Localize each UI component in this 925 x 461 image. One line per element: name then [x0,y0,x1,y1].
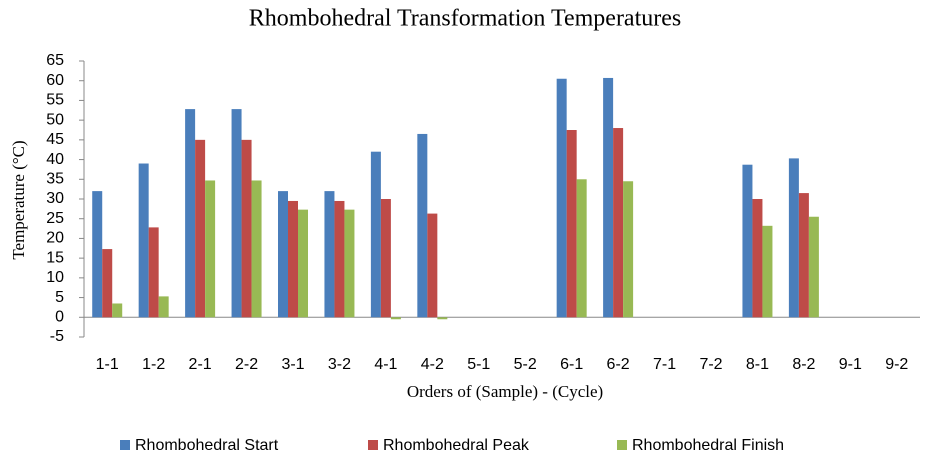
y-tick-label: 15 [46,249,64,266]
y-tick-label: 50 [46,111,64,128]
bar [566,130,577,318]
bar [288,200,298,318]
bar [102,249,113,318]
bar [390,317,401,320]
legend-swatch [120,440,130,450]
bar [603,77,614,318]
y-tick-label: 40 [46,151,64,168]
y-tick-label: 25 [46,210,64,227]
x-tick-label: 9-2 [885,356,908,373]
bar [370,151,381,318]
y-tick-label: 60 [46,72,64,89]
bar [148,227,159,318]
bar [762,225,773,318]
x-tick-label: 9-1 [839,356,862,373]
legend-label: Rhombohedral Start [135,437,279,454]
x-tick-label: 3-2 [328,356,351,373]
bar [808,216,819,318]
y-tick-label: 45 [46,131,64,148]
x-tick-label: 2-1 [189,356,212,373]
legend-swatch [368,440,378,450]
bar [251,180,262,318]
bar [278,191,288,318]
bar [185,109,196,318]
x-tick-label: 7-2 [699,356,722,373]
bar [138,163,149,318]
bar [427,213,438,318]
y-axis-title: Temperature (°C) [9,140,28,259]
bar [231,109,242,318]
x-tick-label: 1-2 [142,356,165,373]
x-tick-label: 3-1 [281,356,304,373]
y-tick-label: 10 [46,269,64,286]
bar [205,180,216,318]
legend-label: Rhombohedral Peak [383,437,530,454]
chart-title: Rhombohedral Transformation Temperatures [249,6,681,32]
x-tick-label: 1-1 [96,356,119,373]
y-tick-label: 65 [46,52,64,69]
bar [752,199,763,318]
x-tick-label: 4-2 [421,356,444,373]
y-tick-label: -5 [50,328,64,345]
legend-label: Rhombohedral Finish [632,437,784,454]
y-tick-label: 5 [55,289,64,306]
y-tick-label: 20 [46,230,64,247]
x-tick-label: 4-1 [374,356,397,373]
bar [92,191,103,318]
bar [380,199,391,318]
y-tick-label: 30 [46,190,64,207]
x-tick-label: 5-2 [514,356,537,373]
legend-swatch [617,440,627,450]
bar [798,193,809,318]
bar [298,209,308,318]
x-tick-label: 8-1 [746,356,769,373]
bar [334,200,345,318]
bar [241,139,252,318]
bar [158,296,169,318]
x-axis-title: Orders of (Sample) - (Cycle) [407,382,603,401]
x-tick-label: 6-1 [560,356,583,373]
x-tick-label: 7-1 [653,356,676,373]
bar [613,128,624,318]
x-tick-label: 8-2 [792,356,815,373]
x-tick-label: 2-2 [235,356,258,373]
bar [344,209,355,318]
bar [742,164,753,318]
bar [112,303,123,318]
x-tick-label: 6-2 [607,356,630,373]
y-tick-label: 0 [55,309,64,326]
bar [324,191,335,318]
bar [195,139,206,318]
bar [417,133,428,318]
bar [556,78,567,318]
bar [437,317,448,320]
bar [623,181,634,318]
bar [576,179,587,318]
x-tick-label: 5-1 [467,356,490,373]
y-tick-label: 35 [46,171,64,188]
bar [788,158,799,318]
y-tick-label: 55 [46,92,64,109]
